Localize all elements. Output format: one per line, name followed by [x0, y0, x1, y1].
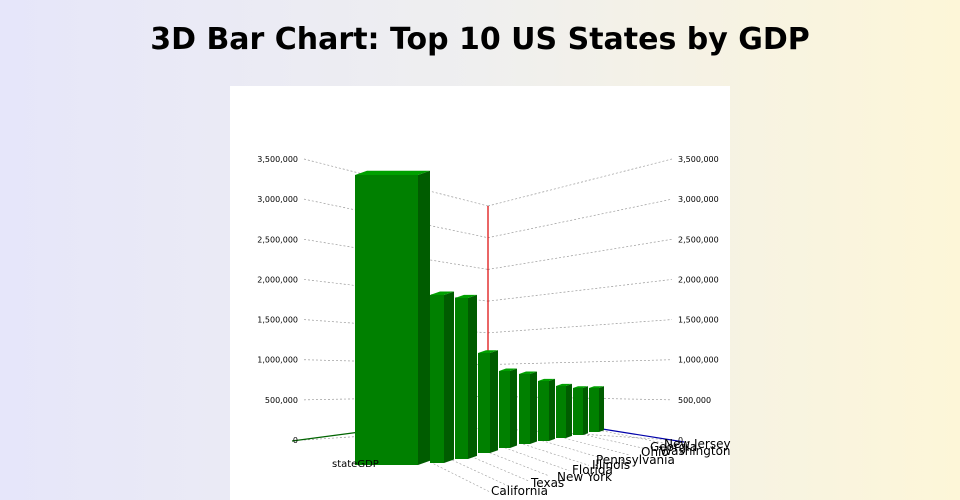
bar-side [599, 386, 604, 432]
gridline-right [487, 279, 673, 302]
bar-top [556, 383, 572, 386]
bar-top [355, 170, 430, 175]
bar-front [499, 371, 510, 448]
y-tick-right: 2,500,000 [678, 235, 719, 244]
bar-front [355, 175, 418, 465]
y-tick-right: 1,000,000 [678, 356, 719, 365]
y-tick-left: 1,000,000 [257, 356, 298, 365]
bar-new-york [455, 294, 477, 459]
category-label: California [491, 484, 548, 498]
y-tick-left: 2,500,000 [257, 235, 298, 244]
bar-top [589, 386, 604, 388]
bar-top [478, 350, 498, 353]
floor-line [467, 454, 530, 482]
category-label: Pennsylvania [596, 453, 675, 467]
label-layer: 0 0 500,000 500,000 1,000,000 1,000,000 1,500,… [257, 155, 730, 498]
gridline-right [487, 319, 673, 334]
bar-texas [430, 291, 454, 463]
floor-line [504, 447, 570, 471]
floor-line [429, 461, 491, 493]
gridline-right [487, 158, 673, 207]
bar-side [549, 378, 555, 441]
bar-front [519, 374, 530, 444]
y-tick-left: 0 [293, 436, 298, 445]
bar-side [530, 371, 537, 444]
y-tick-right: 2,000,000 [678, 275, 719, 284]
bar-top [430, 291, 454, 295]
bar-side [468, 294, 477, 459]
floor-line [579, 433, 649, 450]
bar-side [566, 383, 572, 438]
bar-side [418, 170, 430, 466]
bar-georgia [556, 383, 572, 438]
bar-front [538, 381, 549, 441]
gridline-right [487, 359, 673, 365]
bar-front [573, 388, 583, 435]
floor-line [485, 451, 550, 477]
bar-florida [478, 350, 498, 453]
bar-ohio [538, 378, 555, 441]
depth-axis-line [595, 427, 685, 443]
bars-layer [355, 170, 604, 466]
bar-pennsylvania [519, 371, 537, 444]
category-label: New Jersey [664, 437, 731, 451]
y-tick-left: 1,500,000 [257, 316, 298, 325]
bar-top [519, 371, 537, 374]
y-tick-right: 3,000,000 [678, 195, 719, 204]
category-label: Texas [530, 476, 564, 490]
y-tick-right: 0 [678, 436, 683, 445]
bar-california [355, 170, 430, 466]
bar-side [510, 368, 517, 448]
floor-line [448, 458, 510, 487]
bar-top [499, 368, 517, 371]
category-label: Florida [572, 463, 613, 477]
x-axis-line [291, 431, 361, 442]
category-label: Illinois [592, 458, 630, 472]
y-tick-right: 1,500,000 [678, 316, 719, 325]
y-tick-right: 500,000 [678, 396, 711, 405]
bar-front [556, 386, 566, 438]
series-label: stateGDP [332, 459, 379, 470]
bar-side [583, 386, 588, 435]
bar-side [490, 350, 498, 453]
bar-washington [573, 386, 588, 435]
y-tick-left: 2,000,000 [257, 275, 298, 284]
gridline-right [487, 238, 673, 270]
category-label: New York [557, 470, 612, 484]
bar-top [455, 294, 477, 298]
y-tick-left: 3,500,000 [257, 155, 298, 164]
bar-front [455, 298, 468, 459]
y-tick-right: 3,500,000 [678, 155, 719, 164]
y-tick-left: 3,000,000 [257, 195, 298, 204]
category-label: Georgia [650, 440, 697, 454]
bar-front [589, 388, 599, 432]
bar-top [538, 378, 555, 381]
bar-new-jersey [589, 386, 604, 432]
bar-illinois [499, 368, 517, 448]
category-label: Ohio [641, 445, 669, 459]
category-label: Washington [660, 444, 731, 458]
y-tick-left: 500,000 [265, 396, 298, 405]
bar-top [573, 386, 588, 388]
bar-side [444, 291, 454, 463]
gridline-right [487, 198, 673, 239]
floor-line [523, 443, 589, 466]
floor-line [541, 440, 609, 461]
page-title: 3D Bar Chart: Top 10 US States by GDP [150, 22, 810, 57]
bar-front [478, 353, 490, 453]
bar-front [430, 295, 444, 463]
